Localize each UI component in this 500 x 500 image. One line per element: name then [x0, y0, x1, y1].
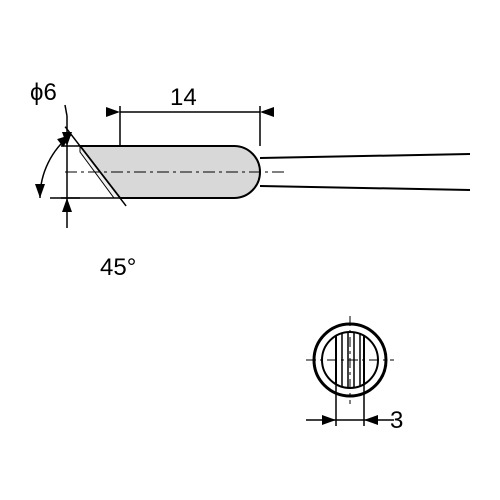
flat-width-label: 3: [390, 407, 403, 434]
technical-drawing: ϕ6 14 45° 3: [0, 0, 500, 500]
end-view: [306, 316, 394, 426]
angle-label: 45°: [100, 254, 136, 281]
side-view: [35, 105, 470, 228]
length-label: 14: [170, 84, 197, 111]
diameter-label: ϕ6: [30, 79, 57, 106]
